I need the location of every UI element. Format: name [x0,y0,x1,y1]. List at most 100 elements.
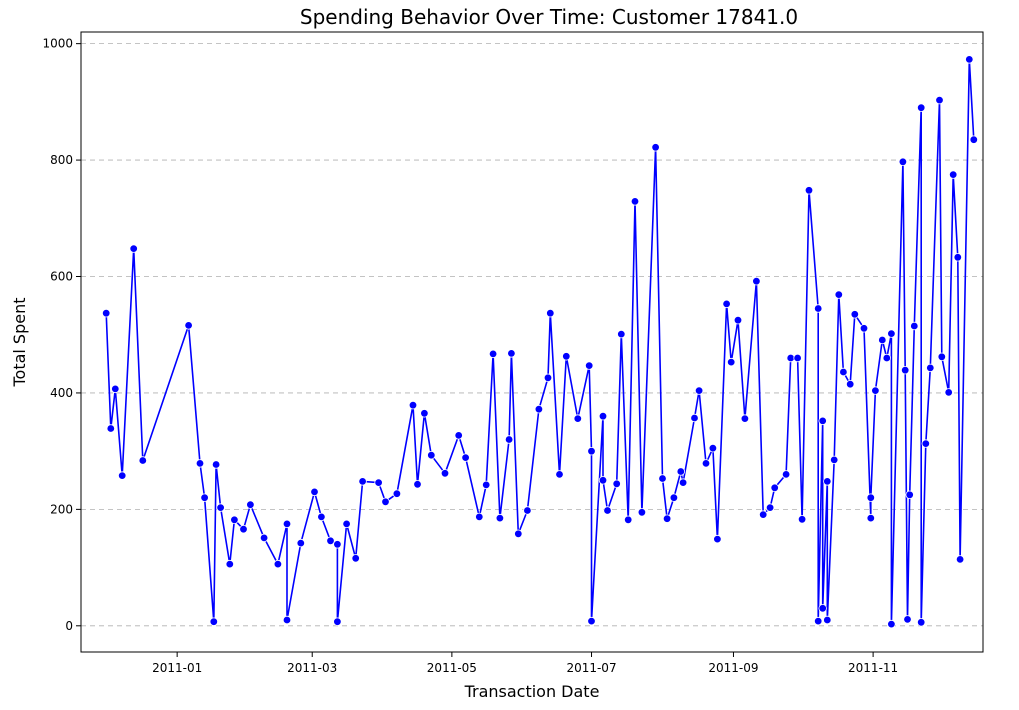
data-point [669,493,679,502]
data-point [239,525,248,534]
data-point [935,95,944,105]
data-point [534,405,544,414]
data-point [955,555,965,564]
data-point [733,316,743,325]
data-point [830,455,839,465]
data-point [917,618,926,627]
x-tick-label: 2011-03 [287,661,337,675]
data-point [495,513,505,523]
data-point [106,424,115,433]
data-point [488,349,498,359]
plot-frame [80,31,984,653]
data-point [797,515,807,524]
data-point [482,480,491,490]
data-point [461,453,470,462]
data-point [701,459,711,468]
data-point [740,414,750,423]
data-point [834,290,843,299]
data-point [427,451,436,460]
data-point [523,506,532,515]
y-tick-label: 1000 [42,37,73,51]
data-point [211,460,221,469]
data-point [310,487,319,497]
data-point [381,497,390,506]
data-point [759,510,768,519]
data-point [887,329,896,338]
data-point [814,304,823,313]
y-axis-ticks: 0 200 400 600 800 1000 [42,37,81,633]
data-point [587,616,596,626]
data-point [543,373,553,382]
data-point [676,467,685,476]
data-point [562,352,571,361]
data-point [804,186,814,195]
data-point [850,310,859,319]
data-point [839,367,848,377]
data-point [871,386,880,395]
data-point [765,503,775,512]
data-point [678,478,688,487]
data-point [905,490,914,499]
data-point [823,615,832,625]
data-point [573,414,582,423]
data-point [111,384,120,394]
data-point [514,529,523,538]
x-tick-label: 2011-07 [566,661,616,675]
data-point [953,253,962,262]
data-point [917,103,926,112]
data-point [440,469,450,478]
data-point [598,412,608,421]
data-point [708,444,718,453]
data-point [752,277,761,286]
data-point [587,447,596,456]
data-point [282,519,292,529]
data-point [246,500,255,509]
data-point [814,616,823,626]
data-point [101,309,111,318]
data-point [617,329,626,339]
data-point [598,476,608,485]
data-point [374,478,383,487]
data-point [921,439,930,448]
data-point [878,335,887,345]
data-point [273,559,283,569]
data-point [694,386,704,395]
data-point [727,357,736,367]
data-point [358,477,367,486]
data-point [117,471,127,480]
data-point [507,349,516,358]
data-point [200,493,209,502]
data-point [209,617,218,626]
data-point [420,409,429,418]
data-point [937,352,946,361]
data-point [903,615,912,624]
data-point [630,197,640,206]
data-point [770,483,779,492]
data-point [259,533,269,543]
x-tick-label: 2011-01 [152,661,202,675]
data-point [317,512,326,522]
data-point [637,508,647,517]
data-point [658,474,667,483]
x-tick-label: 2011-05 [427,661,477,675]
data-point [926,363,935,373]
data-point [138,456,147,465]
data-point [333,540,342,549]
data-point [882,353,891,363]
data-point [910,321,919,331]
data-point [823,477,832,486]
y-tick-label: 600 [50,270,73,284]
data-point [225,559,234,569]
data-point [690,413,699,423]
data-point [475,512,484,522]
y-tick-label: 800 [50,153,73,167]
data-point [846,380,855,389]
data-point [722,299,731,309]
x-axis-title: Transaction Date [464,682,600,701]
data-point [662,514,672,523]
data-point [901,366,910,375]
data-point [454,431,463,440]
data-point [333,617,342,626]
data-point [866,493,875,502]
